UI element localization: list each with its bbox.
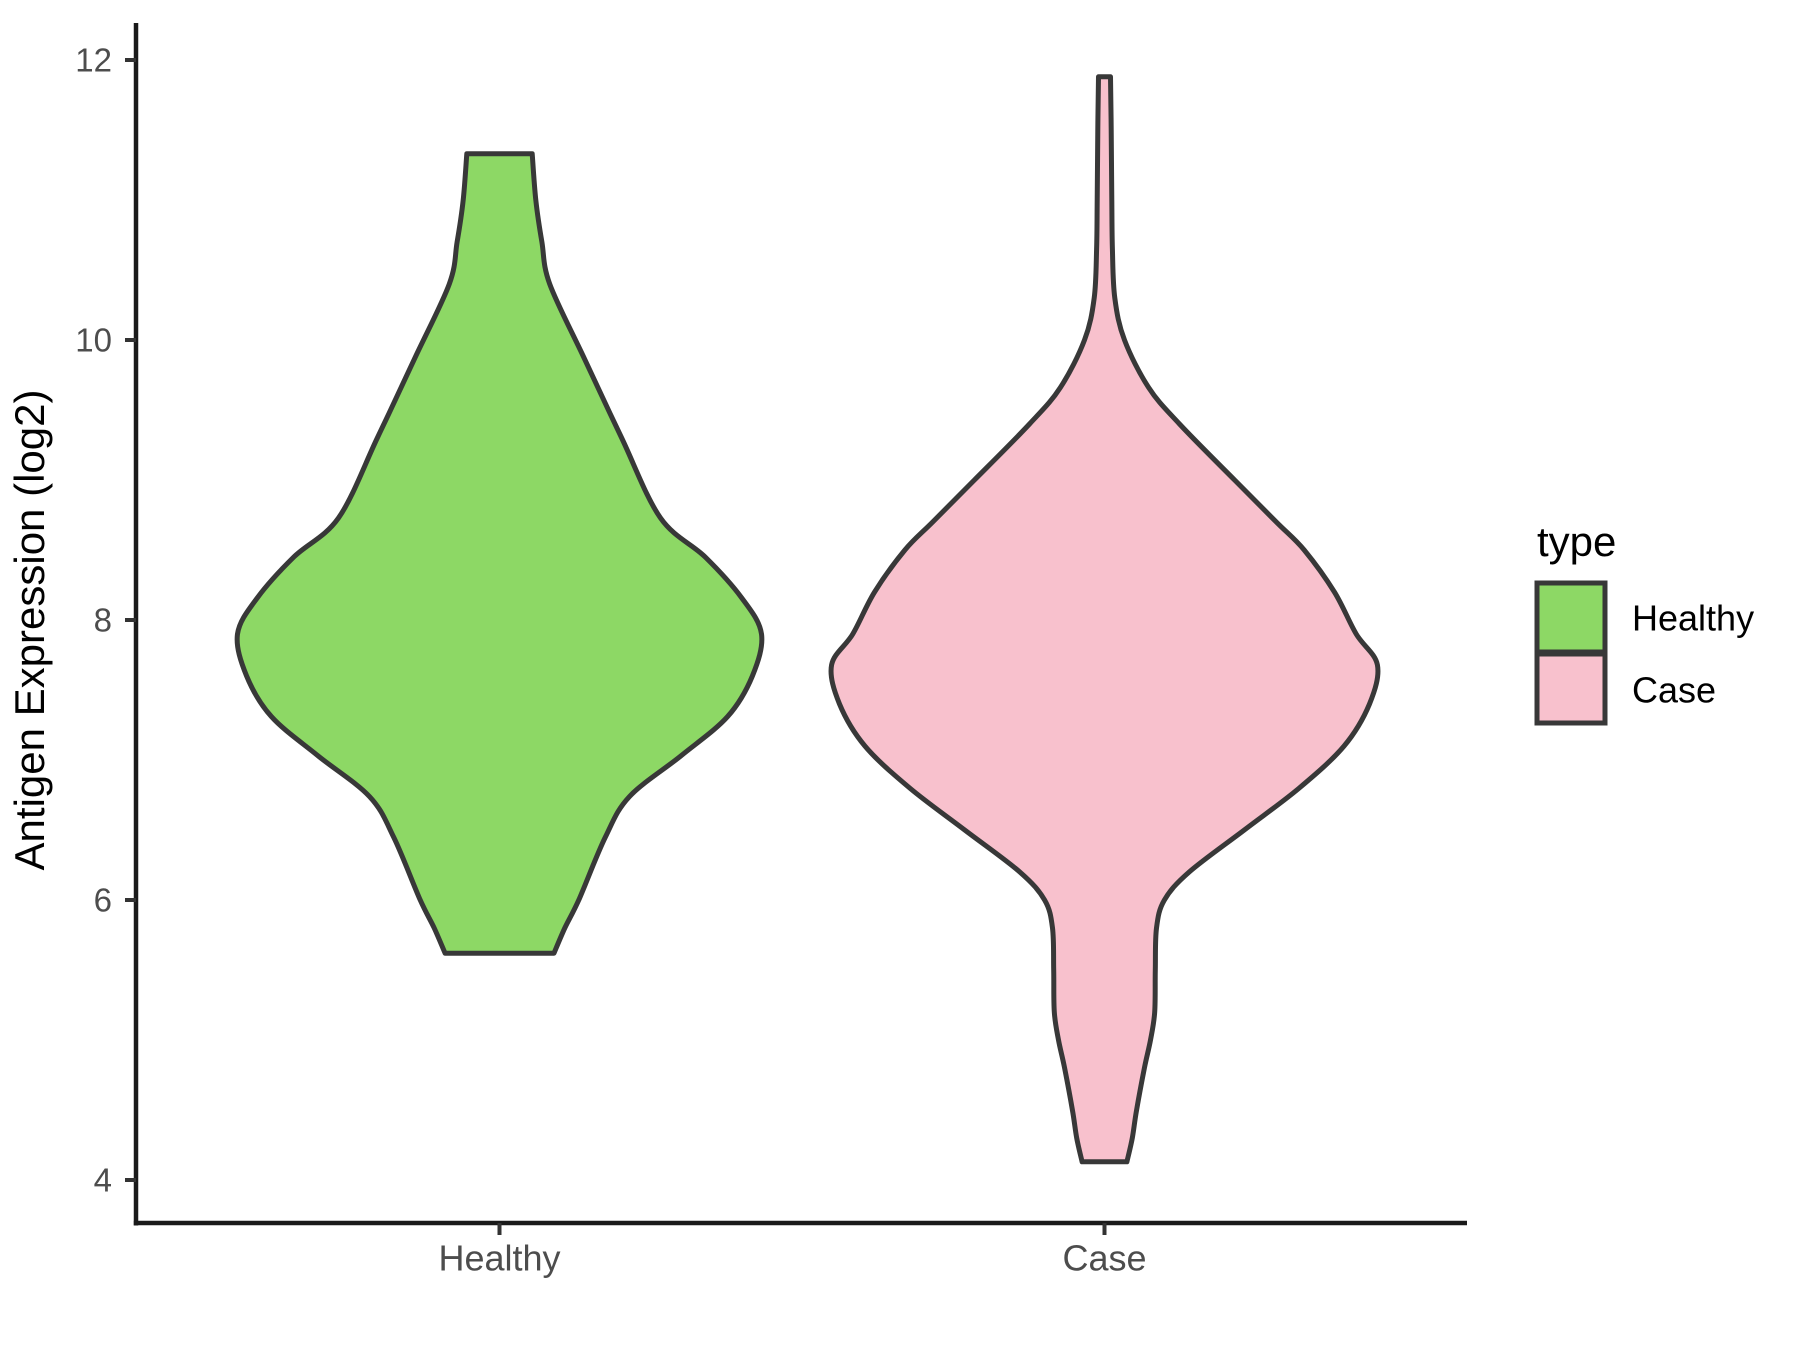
y-axis-ticks: 4 6 8 10 12 — [75, 42, 136, 1199]
legend-label-case: Case — [1632, 670, 1716, 711]
x-axis-ticks: Healthy Case — [438, 1223, 1147, 1279]
legend-key-healthy-swatch — [1534, 580, 1608, 655]
y-tick-label: 4 — [94, 1162, 112, 1199]
x-tick-label-healthy: Healthy — [438, 1238, 560, 1279]
violin-case — [828, 74, 1381, 1165]
violin-healthy — [234, 151, 765, 956]
y-tick-label: 12 — [75, 42, 112, 79]
legend-label-healthy: Healthy — [1632, 598, 1754, 639]
violin-layer — [234, 74, 1381, 1165]
x-tick-label-case: Case — [1062, 1238, 1146, 1279]
y-tick-label: 8 — [94, 602, 112, 639]
legend-title: type — [1537, 518, 1616, 565]
y-tick-label: 6 — [94, 882, 112, 919]
y-axis-title: Antigen Expression (log2) — [6, 390, 53, 871]
legend: type Healthy Case — [1534, 518, 1754, 726]
y-tick-label: 10 — [75, 322, 112, 359]
legend-key-case-swatch — [1534, 651, 1608, 726]
